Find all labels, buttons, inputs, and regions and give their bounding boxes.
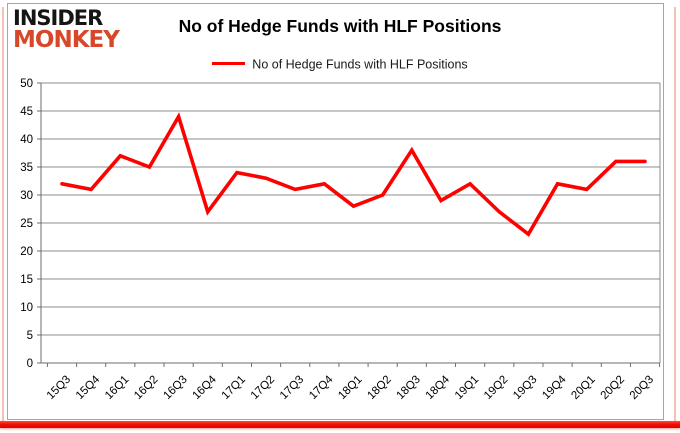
svg-text:50: 50 [20, 78, 33, 90]
insider-monkey-logo: INSIDER MONKEY [13, 6, 120, 54]
side-accent-border [2, 7, 676, 421]
legend-line-swatch [212, 62, 246, 66]
svg-text:15Q4: 15Q4 [74, 373, 103, 402]
svg-text:30: 30 [20, 190, 33, 202]
y-axis-labels: 0 5 10 15 20 25 30 35 40 45 50 [20, 78, 33, 370]
svg-text:18Q4: 18Q4 [424, 373, 453, 402]
x-axis-labels: 15Q3 15Q4 16Q1 16Q2 16Q3 16Q4 17Q1 17Q2 17Q3 17Q4… [45, 373, 656, 402]
bottom-red-bar [0, 421, 680, 428]
svg-text:20Q2: 20Q2 [599, 374, 627, 402]
svg-text:15: 15 [20, 274, 33, 286]
svg-text:20Q1: 20Q1 [569, 374, 597, 402]
svg-text:15Q3: 15Q3 [45, 374, 73, 402]
svg-text:40: 40 [20, 134, 33, 146]
svg-text:19Q4: 19Q4 [540, 373, 569, 402]
svg-text:20: 20 [20, 246, 33, 258]
svg-text:19Q1: 19Q1 [453, 374, 481, 402]
svg-text:17Q4: 17Q4 [307, 373, 336, 402]
logo-text-insider: INSIDER [13, 6, 103, 30]
legend: No of Hedge Funds with HLF Positions [0, 57, 680, 72]
svg-text:25: 25 [20, 218, 33, 230]
x-axis-ticks [46, 363, 661, 367]
svg-text:5: 5 [27, 330, 33, 342]
svg-text:16Q4: 16Q4 [190, 373, 219, 402]
data-line [60, 112, 647, 237]
svg-text:18Q1: 18Q1 [336, 374, 364, 402]
gridlines [37, 82, 661, 364]
svg-text:20Q3: 20Q3 [628, 374, 656, 402]
chart-outer-border [7, 3, 664, 420]
legend-label: No of Hedge Funds with HLF Positions [252, 57, 468, 72]
svg-text:16Q3: 16Q3 [161, 374, 189, 402]
svg-text:35: 35 [20, 162, 33, 174]
svg-text:0: 0 [27, 358, 33, 370]
svg-text:17Q1: 17Q1 [220, 374, 248, 402]
svg-text:19Q2: 19Q2 [482, 374, 510, 402]
svg-text:18Q2: 18Q2 [365, 374, 393, 402]
svg-text:45: 45 [20, 106, 33, 118]
svg-text:19Q3: 19Q3 [511, 374, 539, 402]
svg-text:16Q1: 16Q1 [103, 374, 131, 402]
svg-text:18Q3: 18Q3 [395, 374, 423, 402]
logo-text-monkey: MONKEY [13, 27, 120, 54]
svg-text:10: 10 [20, 302, 33, 314]
svg-text:17Q2: 17Q2 [249, 374, 277, 402]
svg-text:16Q2: 16Q2 [132, 374, 160, 402]
chart-title: No of Hedge Funds with HLF Positions [178, 16, 502, 36]
svg-text:17Q3: 17Q3 [278, 374, 306, 402]
